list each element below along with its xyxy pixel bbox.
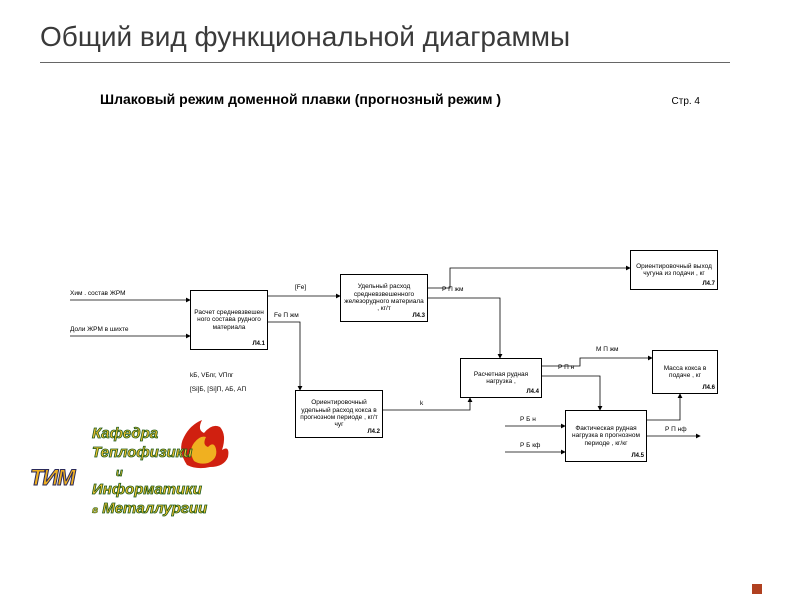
edge-label: Р Б кф [520, 442, 540, 449]
page-number: Стр. 4 [672, 96, 700, 107]
diagram-node: Фактическая рудная нагрузка в прогнозном… [565, 410, 647, 462]
edge-label: Р П жм [442, 286, 463, 293]
param-label: kБ, VБпг, VПпг [190, 372, 233, 379]
diagram-node: Ориентировочный удельный расход кокса в … [295, 390, 383, 438]
logo-line: Кафедра [92, 425, 158, 442]
logo-line: Металлургии [102, 500, 207, 517]
subtitle: Шлаковый режим доменной плавки (прогнозн… [100, 91, 501, 107]
diagram-node: Расчетная рудная нагрузка ,Л4.4 [460, 358, 542, 398]
diagram-node: Удельный расход средневзвешенного железо… [340, 274, 428, 322]
logo-text: Кафедра Теплофизики и Информатики в Мета… [92, 425, 207, 519]
logo-line: Теплофизики [92, 444, 192, 461]
logo-acronym: ТИМ [30, 465, 75, 491]
page-title: Общий вид функциональной диаграммы [40, 20, 760, 54]
logo-line: Информатики [92, 481, 202, 498]
diagram-node: Масса кокса в подаче , кгЛ4.6 [652, 350, 718, 394]
edge-label: Р Б н [520, 416, 536, 423]
edge-label: [Fe] [295, 284, 306, 291]
edge-label: М П жм [596, 346, 619, 353]
edge-label: Р П н [558, 364, 574, 371]
logo-line: в [92, 505, 98, 516]
edge-label: Доли ЖРМ в шихте [70, 326, 128, 333]
accent-square [752, 584, 762, 594]
edge-label: k [420, 400, 423, 407]
diagram-node: Ориентировочный выход чугуна из подачи ,… [630, 250, 718, 290]
diagram-node: Расчет средневзвешен ного состава рудног… [190, 290, 268, 350]
edge-label: Fe П жм [274, 312, 299, 319]
edge-label: Хим . состав ЖРМ [70, 290, 126, 297]
logo-line: и [116, 467, 123, 481]
title-underline [40, 62, 730, 63]
param-label: [Si]Б, [Si]П, AБ, AП [190, 386, 246, 393]
edge-label: Р П нф [665, 426, 687, 433]
department-logo: ТИМ Кафедра Теплофизики и Информатики в … [30, 425, 240, 545]
